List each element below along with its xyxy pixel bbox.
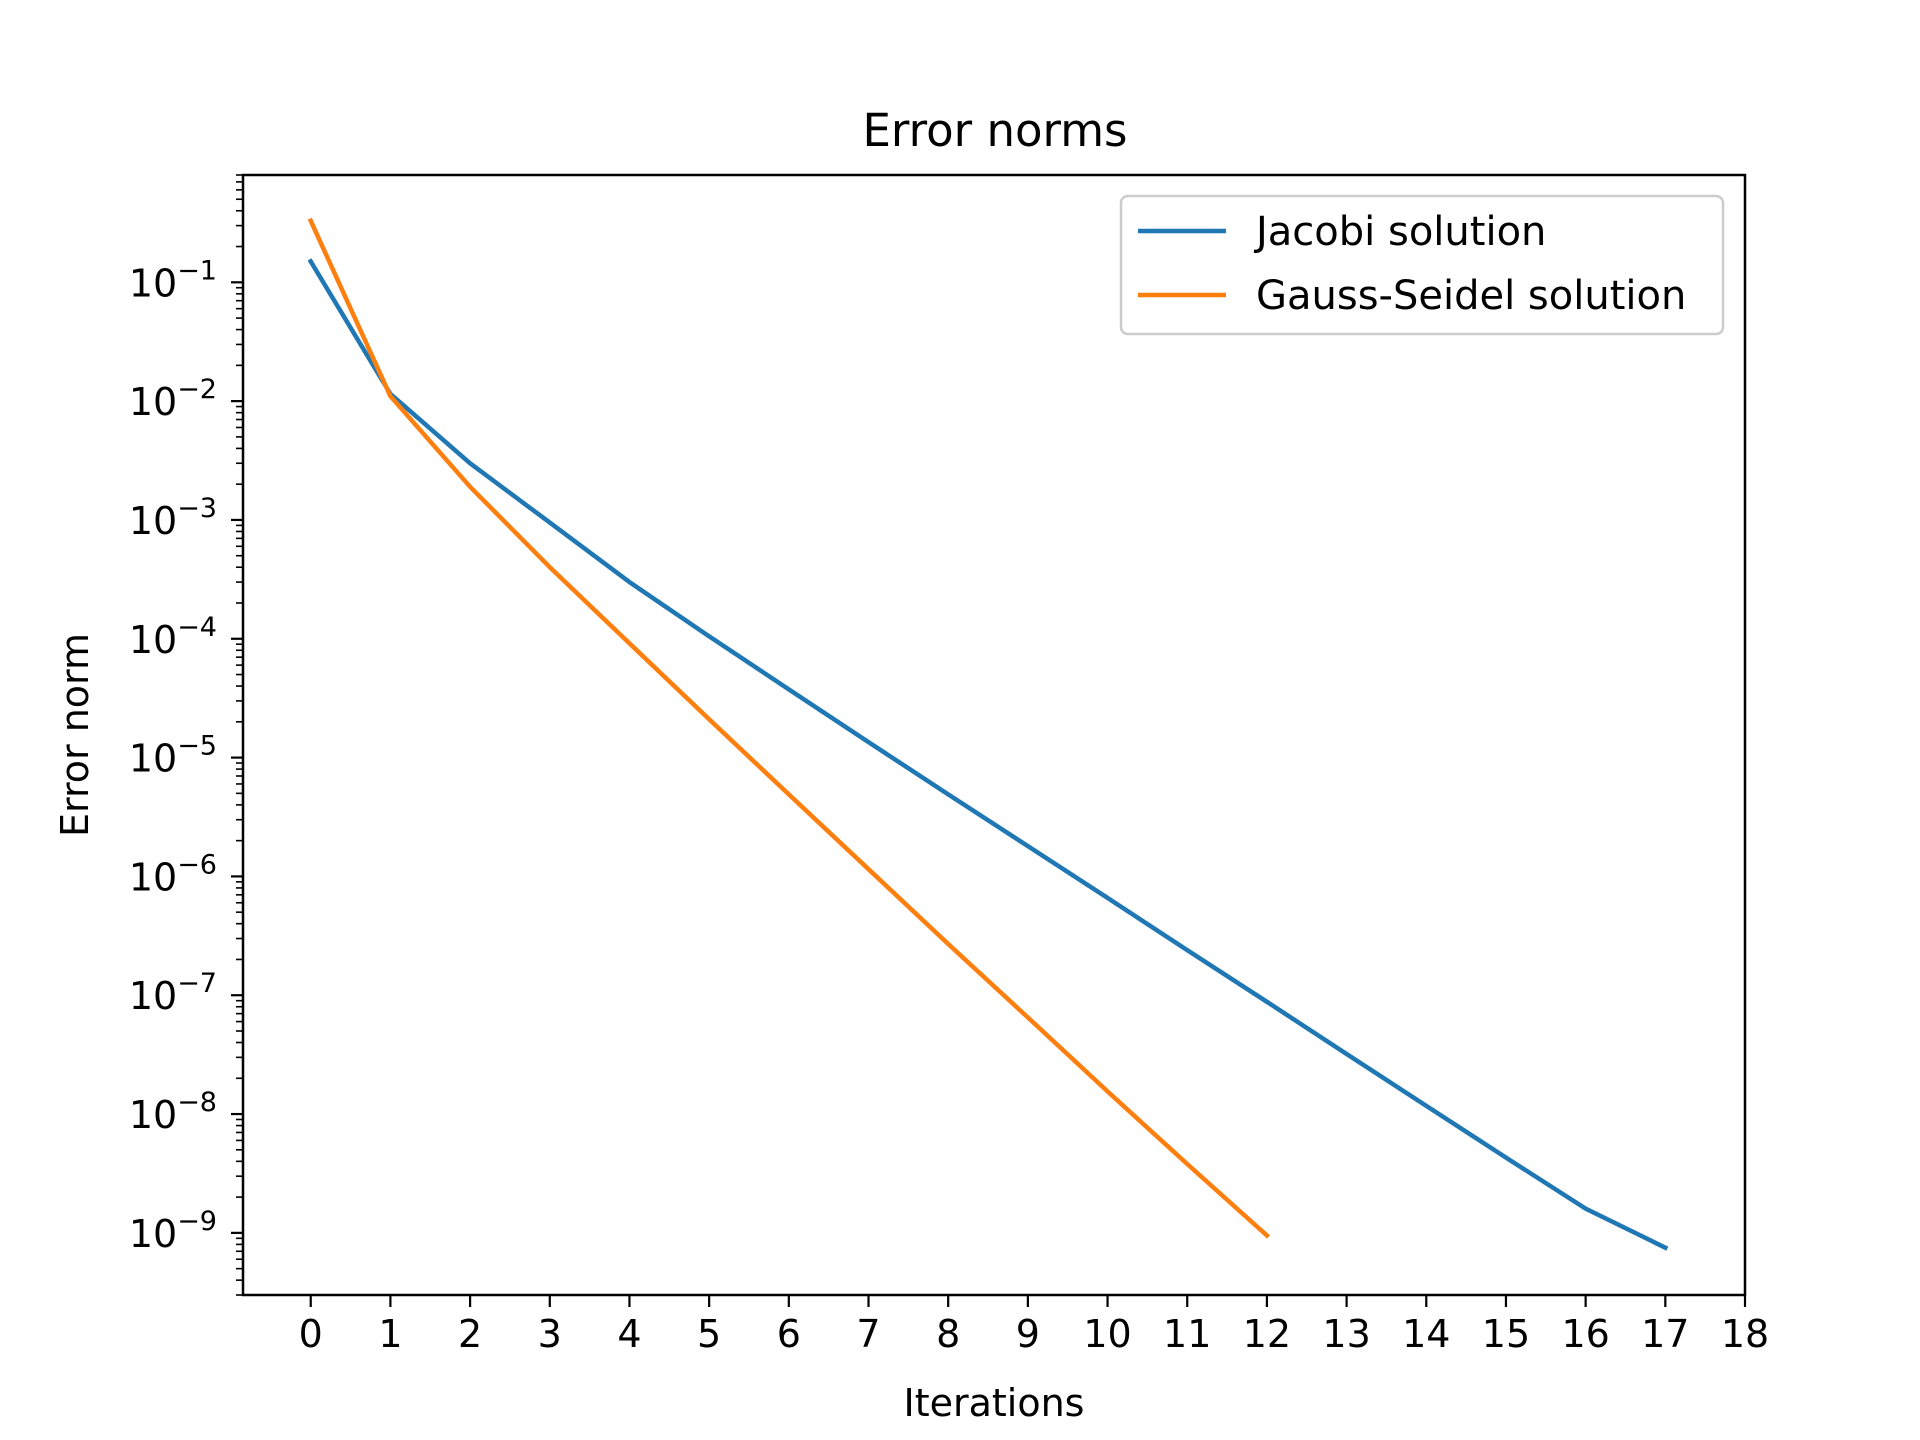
x-tick-label: 5 (697, 1312, 721, 1356)
x-tick-label: 2 (458, 1312, 482, 1356)
x-tick-label: 18 (1721, 1312, 1769, 1356)
x-tick-label: 15 (1482, 1312, 1530, 1356)
legend-label-gauss-seidel: Gauss-Seidel solution (1256, 273, 1686, 319)
x-tick-label: 16 (1561, 1312, 1609, 1356)
series-lines (307, 217, 1669, 1251)
x-axis-label: Iterations (904, 1381, 1085, 1425)
series-line-gauss-seidel (307, 217, 1271, 1239)
x-tick-label: 0 (299, 1312, 323, 1356)
y-tick-label: 10−2 (129, 374, 217, 424)
x-tick-label: 6 (777, 1312, 801, 1356)
x-tick-label: 12 (1243, 1312, 1291, 1356)
y-tick-label: 10−3 (129, 493, 217, 543)
x-tick-label: 13 (1322, 1312, 1370, 1356)
y-tick-label: 10−5 (129, 731, 217, 781)
y-axis-label: Error norm (53, 633, 97, 837)
y-tick-label: 10−7 (129, 968, 217, 1018)
legend-box (1119, 194, 1725, 336)
x-tick-label: 9 (1016, 1312, 1040, 1356)
x-tick-label: 7 (856, 1312, 880, 1356)
x-tick-label: 3 (538, 1312, 562, 1356)
x-tick-label: 11 (1163, 1312, 1211, 1356)
x-tick-label: 4 (617, 1312, 641, 1356)
y-tick-label: 10−9 (129, 1206, 217, 1256)
ticks: 0 1 2 3 4 5 6 7 8 9 10 11 12 13 14 15 16 17 1810−110−210−3… (129, 174, 1769, 1356)
x-tick-label: 17 (1641, 1312, 1689, 1356)
y-tick-label: 10−8 (129, 1087, 217, 1137)
x-tick-label: 10 (1083, 1312, 1131, 1356)
x-tick-label: 1 (378, 1312, 402, 1356)
x-tick-label: 8 (936, 1312, 960, 1356)
y-tick-label: 10−4 (129, 612, 217, 662)
chart-title: Error norms (862, 104, 1127, 157)
series-line-jacobi (307, 258, 1669, 1251)
plot-frame (241, 173, 1747, 1297)
legend: Jacobi solution Gauss-Seidel solution (1119, 194, 1725, 336)
y-tick-label: 10−1 (129, 255, 217, 305)
x-tick-label: 14 (1402, 1312, 1450, 1356)
y-tick-label: 10−6 (129, 849, 217, 899)
legend-label-jacobi: Jacobi solution (1253, 209, 1546, 255)
